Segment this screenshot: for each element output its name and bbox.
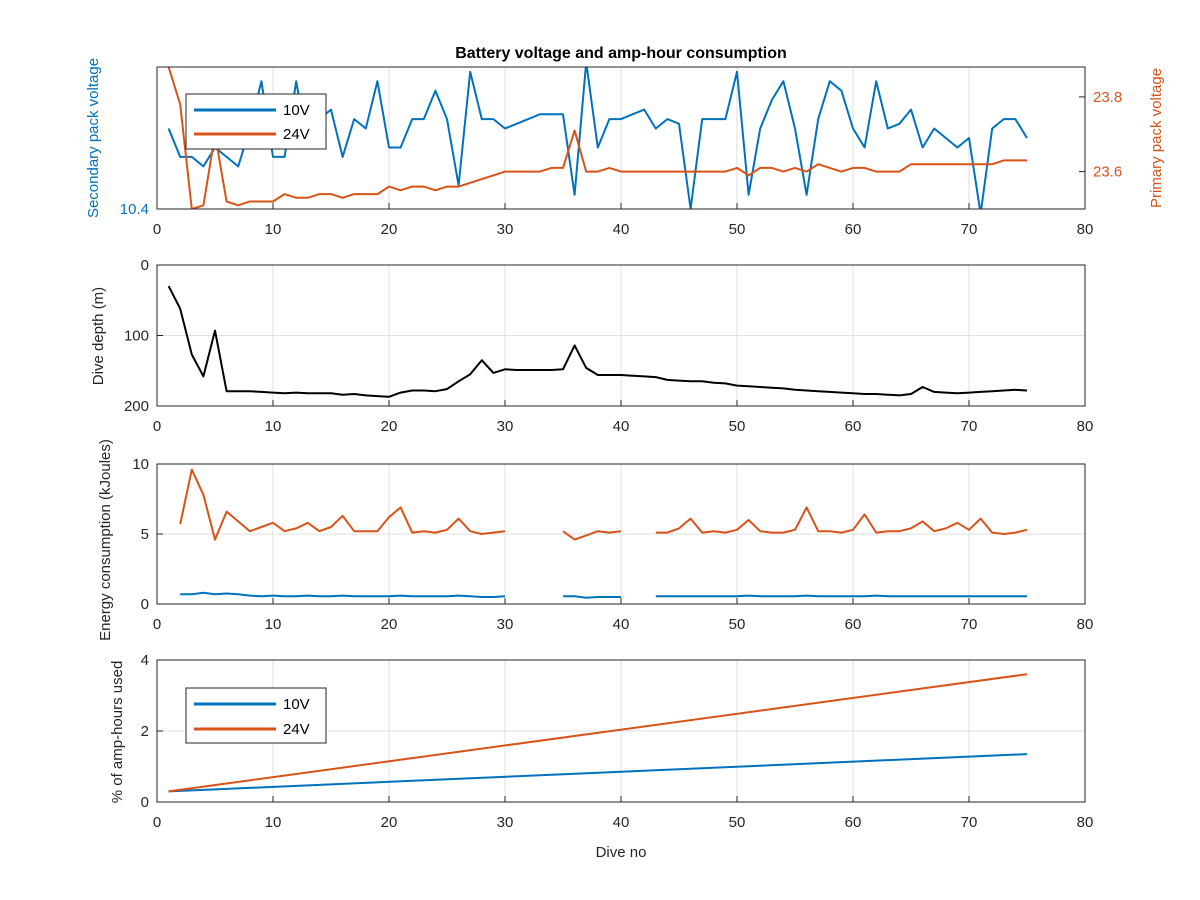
legend-label-10v: 10V <box>283 696 310 713</box>
energy-series-line-10v <box>180 591 1027 599</box>
energy-series-line-24v <box>179 468 1028 541</box>
amphours-ylabel: % of amp-hours used <box>109 661 126 804</box>
amphours-panel: 0 10 20 30 40 50 60 70 80 0 2 4 % of amp-hours used… <box>109 652 1093 861</box>
energy-xtick-label: 0 <box>153 616 161 633</box>
depth-panel: 0 10 20 30 40 50 60 70 80 0 100 200 Dive depth (m) <box>90 257 1093 435</box>
voltage-xtick-label: 50 <box>729 221 746 238</box>
energy-xtick-label: 70 <box>961 616 978 633</box>
legend-label-24v: 24V <box>283 126 310 143</box>
depth-ytick-label: 0 <box>141 257 149 274</box>
energy-ytick-label: 0 <box>141 596 149 613</box>
secondary-voltage-ylabel: Secondary pack voltage <box>85 58 102 218</box>
voltage-xtick-label: 80 <box>1077 221 1094 238</box>
depth-xtick-label: 70 <box>961 418 978 435</box>
xlabel-dive-no: Dive no <box>596 844 647 861</box>
depth-xtick-label: 20 <box>381 418 398 435</box>
voltage-xtick-label: 20 <box>381 221 398 238</box>
voltage-ytick-right-label: 23.6 <box>1093 164 1122 181</box>
energy-xtick-label: 80 <box>1077 616 1094 633</box>
amphours-series-line-10v <box>168 753 1028 793</box>
voltage-xtick-label: 60 <box>845 221 862 238</box>
amphours-xtick-label: 10 <box>265 814 282 831</box>
depth-xtick-label: 30 <box>497 418 514 435</box>
amphours-xtick-label: 20 <box>381 814 398 831</box>
voltage-xtick-label: 0 <box>153 221 161 238</box>
voltage-xtick-label: 70 <box>961 221 978 238</box>
energy-xtick-label: 60 <box>845 616 862 633</box>
chart-title: Battery voltage and amp-hour consumption <box>455 45 787 62</box>
amphours-xtick-label: 70 <box>961 814 978 831</box>
depth-xtick-label: 50 <box>729 418 746 435</box>
amphours-xtick-label: 0 <box>153 814 161 831</box>
amphours-ytick-label: 2 <box>141 723 149 740</box>
amphours-ytick-label: 0 <box>141 794 149 811</box>
amphours-series-line-24v <box>168 673 1028 793</box>
legend-label-24v: 24V <box>283 721 310 738</box>
primary-voltage-ylabel: Primary pack voltage <box>1148 68 1165 208</box>
amphours-xtick-label: 30 <box>497 814 514 831</box>
depth-ytick-label: 100 <box>124 328 149 345</box>
voltage-xtick-label: 10 <box>265 221 282 238</box>
depth-xtick-label: 60 <box>845 418 862 435</box>
energy-xtick-label: 30 <box>497 616 514 633</box>
energy-xtick-label: 40 <box>613 616 630 633</box>
depth-xtick-label: 40 <box>613 418 630 435</box>
energy-ytick-label: 5 <box>141 526 149 543</box>
voltage-xtick-label: 30 <box>497 221 514 238</box>
depth-xtick-label: 80 <box>1077 418 1094 435</box>
amphours-legend: 10V 24V <box>185 687 327 744</box>
energy-xtick-label: 50 <box>729 616 746 633</box>
voltage-xtick-label: 40 <box>613 221 630 238</box>
depth-ylabel: Dive depth (m) <box>90 287 107 385</box>
voltage-panel: 0 10 20 30 40 50 60 70 80 10.4 23.6 23.8 Battery vo… <box>85 45 1165 238</box>
legend-label-10v: 10V <box>283 102 310 119</box>
depth-ytick-label: 200 <box>124 398 149 415</box>
amphours-xtick-label: 50 <box>729 814 746 831</box>
voltage-ytick-label: 10.4 <box>120 201 149 218</box>
amphours-xtick-label: 60 <box>845 814 862 831</box>
depth-xtick-label: 10 <box>265 418 282 435</box>
energy-xtick-label: 10 <box>265 616 282 633</box>
energy-ylabel: Energy consumption (kJoules) <box>97 439 114 641</box>
voltage-ytick-right-label: 23.8 <box>1093 89 1122 106</box>
amphours-xtick-label: 80 <box>1077 814 1094 831</box>
amphours-ytick-label: 4 <box>141 652 149 669</box>
energy-xtick-label: 20 <box>381 616 398 633</box>
energy-panel: 0 10 20 30 40 50 60 70 80 0 5 10 Energy consumption… <box>97 439 1093 641</box>
amphours-xtick-label: 40 <box>613 814 630 831</box>
voltage-series-line-24v <box>167 67 1027 209</box>
depth-series-line-depth <box>167 285 1028 398</box>
depth-xtick-label: 0 <box>153 418 161 435</box>
voltage-legend: 10V 24V <box>185 93 327 150</box>
energy-ytick-label: 10 <box>132 456 149 473</box>
